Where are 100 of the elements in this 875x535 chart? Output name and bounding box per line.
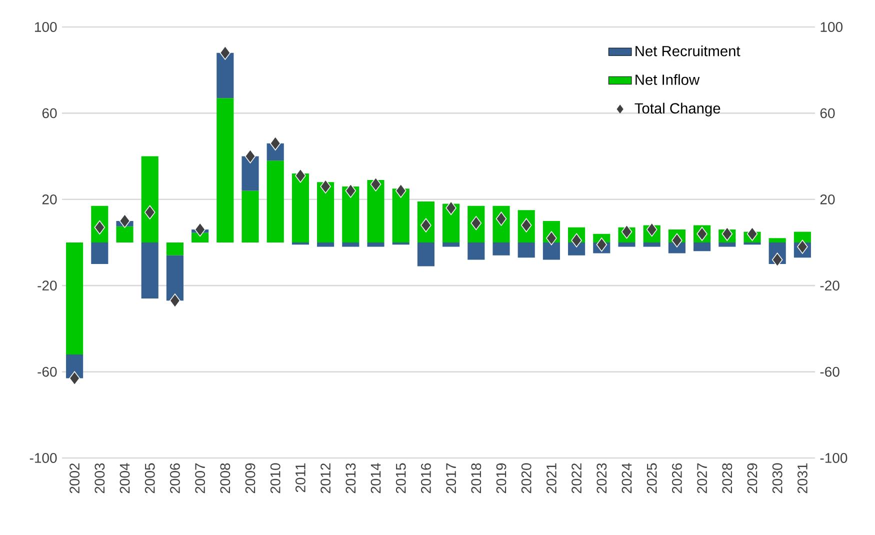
x-tick-label: 2010 bbox=[270, 463, 280, 494]
bar bbox=[744, 242, 761, 245]
point bbox=[295, 168, 306, 183]
bar bbox=[317, 182, 334, 242]
bar bbox=[292, 242, 309, 245]
bar bbox=[442, 242, 460, 247]
bar bbox=[166, 242, 184, 256]
x-tick-label: 2028 bbox=[722, 463, 732, 494]
point bbox=[170, 294, 180, 308]
x-tick-label: 2019 bbox=[496, 463, 506, 494]
bar bbox=[141, 242, 158, 299]
point bbox=[370, 177, 382, 192]
point bbox=[722, 226, 733, 241]
bar bbox=[492, 242, 510, 256]
point bbox=[746, 226, 758, 241]
bar bbox=[718, 242, 736, 247]
point bbox=[194, 222, 206, 237]
bar bbox=[116, 226, 134, 242]
point bbox=[621, 224, 632, 239]
bar bbox=[66, 242, 84, 355]
point bbox=[395, 184, 406, 198]
x-tick-label: 2014 bbox=[370, 463, 381, 494]
point bbox=[119, 214, 130, 228]
x-tick-label: 2029 bbox=[747, 463, 758, 494]
point bbox=[571, 233, 582, 248]
point bbox=[446, 200, 456, 216]
x-tick-label: 2025 bbox=[646, 463, 657, 494]
x-tick-label: 2004 bbox=[120, 463, 130, 494]
point bbox=[270, 136, 281, 150]
x-tick-label: 2024 bbox=[622, 463, 632, 494]
bar bbox=[242, 156, 259, 191]
bar bbox=[417, 242, 434, 266]
point bbox=[220, 46, 231, 60]
x-tick-label: 2030 bbox=[772, 463, 782, 494]
y2-tick-label: 20 bbox=[820, 194, 835, 204]
legend-label: Net Inflow bbox=[636, 74, 700, 85]
x-tick-label: 2002 bbox=[70, 463, 80, 494]
y-tick-label: 60 bbox=[42, 108, 57, 118]
bar bbox=[392, 188, 410, 242]
bar bbox=[266, 160, 284, 242]
x-tick-label: 2013 bbox=[346, 463, 356, 494]
point bbox=[144, 205, 156, 220]
x-tick-label: 2018 bbox=[471, 463, 482, 494]
point bbox=[69, 371, 80, 386]
y2-tick-label: 100 bbox=[820, 22, 843, 32]
bar bbox=[643, 242, 660, 247]
y-tick-label: -100 bbox=[30, 453, 57, 463]
point bbox=[797, 240, 808, 254]
y2-tick-label: -100 bbox=[820, 453, 848, 463]
x-tick-label: 2011 bbox=[296, 463, 306, 492]
x-tick-label: 2022 bbox=[572, 463, 582, 494]
bar bbox=[367, 180, 384, 242]
legend-label: Net Recruitment bbox=[636, 46, 740, 56]
y-tick-label: -20 bbox=[38, 280, 57, 291]
bar bbox=[568, 242, 586, 256]
x-tick-label: 2020 bbox=[521, 463, 532, 494]
x-tick-label: 2006 bbox=[170, 463, 180, 494]
x-tick-label: 2016 bbox=[421, 463, 431, 494]
y2-tick-label: -20 bbox=[820, 280, 840, 291]
point bbox=[696, 226, 708, 241]
bar bbox=[694, 242, 711, 252]
x-tick-label: 2023 bbox=[596, 463, 607, 494]
x-tick-label: 2012 bbox=[320, 463, 331, 494]
y-tick-label: 20 bbox=[42, 194, 57, 204]
bar bbox=[518, 242, 535, 258]
x-tick-label: 2007 bbox=[195, 463, 206, 494]
bar bbox=[292, 174, 309, 242]
bar bbox=[216, 52, 234, 98]
x-tick-label: 2027 bbox=[697, 463, 708, 494]
bar bbox=[342, 242, 360, 247]
bar bbox=[468, 242, 485, 260]
y-tick-label: -60 bbox=[38, 366, 57, 377]
x-tick-label: 2003 bbox=[94, 463, 105, 494]
bar bbox=[367, 242, 384, 247]
point bbox=[672, 233, 682, 248]
x-tick-label: 2009 bbox=[245, 463, 256, 494]
x-tick-label: 2021 bbox=[546, 463, 556, 494]
point bbox=[244, 149, 256, 164]
point bbox=[320, 179, 331, 194]
bar bbox=[91, 242, 108, 264]
bar bbox=[618, 242, 636, 247]
point bbox=[646, 222, 658, 237]
x-tick-label: 2031 bbox=[798, 463, 808, 494]
bar bbox=[166, 255, 184, 301]
bar bbox=[242, 190, 259, 242]
bar bbox=[768, 238, 786, 242]
bar bbox=[192, 232, 209, 242]
bar bbox=[342, 186, 360, 242]
y2-tick-label: -60 bbox=[820, 366, 840, 377]
bar bbox=[542, 242, 560, 260]
x-tick-label: 2008 bbox=[220, 463, 230, 494]
x-tick-label: 2015 bbox=[396, 463, 406, 494]
x-tick-label: 2005 bbox=[144, 463, 155, 494]
bar bbox=[317, 242, 334, 247]
point bbox=[345, 184, 356, 198]
point bbox=[596, 238, 608, 252]
legend-label: Total Change bbox=[634, 102, 720, 116]
y-tick-label: 100 bbox=[35, 22, 57, 32]
bar bbox=[216, 98, 234, 242]
bar bbox=[794, 232, 811, 242]
